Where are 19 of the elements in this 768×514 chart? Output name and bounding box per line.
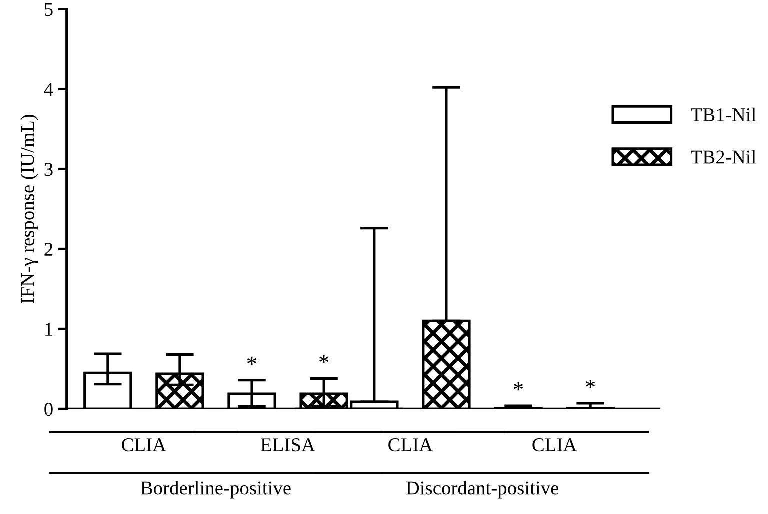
y-axis-title: IFN-γ response (IU/mL) (20, 115, 38, 304)
annotation: * (248, 356, 256, 366)
text: Discordant-positive (406, 481, 559, 499)
x-tick-label: CLIA (388, 438, 434, 452)
annotation: * (320, 355, 329, 364)
x-tick-label: ELISA (261, 438, 316, 452)
annotation: * (514, 382, 524, 391)
y-tick-label: 1 (46, 323, 52, 336)
x-tick-label: CLIA (122, 438, 166, 452)
legend-label: TB1-Nil (691, 108, 756, 122)
y-tick-label: 5 (45, 3, 53, 16)
y-tick-label: 3 (44, 163, 53, 176)
text: Borderline-positive (140, 481, 291, 499)
y-tick-label: 4 (44, 83, 54, 96)
y-tick-label: 0 (44, 402, 53, 416)
x-tick-label: CLIA (532, 438, 578, 452)
y-tick-label: 2 (44, 243, 53, 256)
legend-label: TB2-Nil (691, 150, 756, 164)
annotation: * (586, 380, 596, 388)
